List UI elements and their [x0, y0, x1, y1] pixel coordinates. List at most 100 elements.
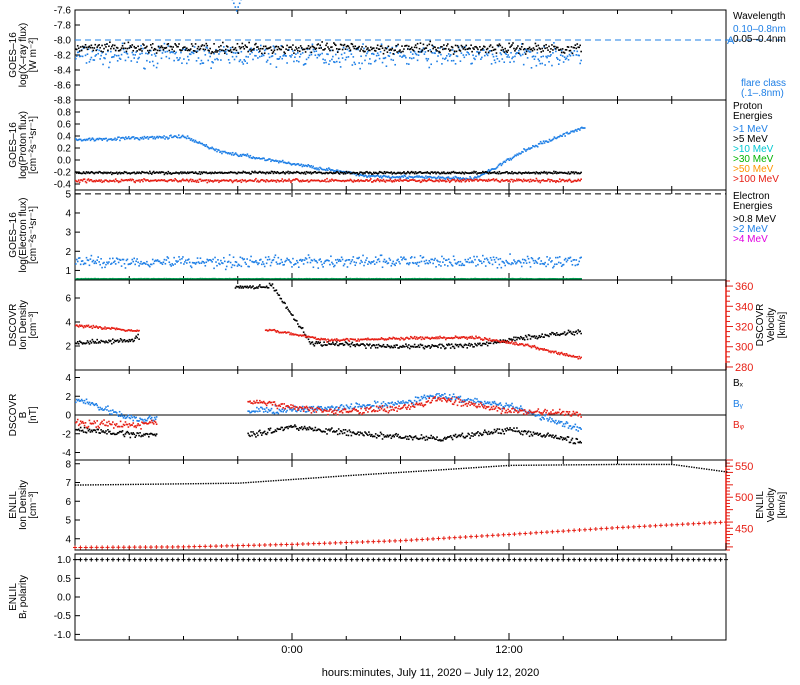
- data-point-xray: [554, 46, 556, 48]
- data-point-dscovr_b: [130, 437, 132, 439]
- data-point-dscovr_b: [314, 429, 316, 431]
- data-point-dscovr_b: [348, 435, 350, 437]
- data-point-proton: [509, 181, 511, 183]
- data-point-dscovr_b: [84, 427, 86, 429]
- data-point-proton: [498, 173, 500, 175]
- y-axis-label: [W m⁻²]: [28, 37, 39, 72]
- data-point-xray: [285, 48, 287, 50]
- data-point-xray: [496, 55, 498, 57]
- data-point-electron: [521, 266, 523, 268]
- data-point-dscovr_b: [430, 435, 432, 437]
- data-point-xray: [353, 46, 355, 48]
- data-point-proton: [84, 178, 86, 180]
- data-point-dscovr_density: [556, 332, 558, 334]
- data-point-dscovr_density: [289, 334, 291, 336]
- data-point-dscovr_b: [412, 439, 414, 441]
- data-point-xray: [455, 45, 457, 47]
- data-point-xray: [543, 45, 545, 47]
- data-point-dscovr_density: [437, 346, 439, 348]
- data-point-dscovr_density: [110, 328, 112, 330]
- data-point-xray: [508, 43, 510, 45]
- data-point-dscovr_density: [375, 347, 377, 349]
- data-point-xray: [91, 57, 93, 59]
- data-point-dscovr_density: [534, 335, 536, 337]
- data-point-proton: [515, 180, 517, 182]
- data-point-dscovr_b: [387, 434, 389, 436]
- data-point-xray: [491, 63, 493, 65]
- data-point-proton: [353, 181, 355, 183]
- data-point-electron: [270, 265, 272, 267]
- data-point-xray: [252, 59, 254, 61]
- data-point-electron: [376, 262, 378, 264]
- data-point-dscovr_density: [465, 337, 467, 339]
- data-point-dscovr_density: [475, 336, 477, 338]
- spike-point: [239, 3, 241, 5]
- data-point-dscovr_density: [527, 339, 529, 341]
- data-point-xray: [165, 51, 167, 53]
- data-point-dscovr_b: [325, 428, 327, 430]
- data-point-proton: [248, 172, 250, 174]
- data-point-xray: [335, 44, 337, 46]
- data-point-electron: [214, 257, 216, 259]
- data-point-electron: [124, 263, 126, 265]
- data-point-dscovr_density: [401, 346, 403, 348]
- data-point-dscovr_density: [541, 333, 543, 335]
- data-point-electron: [525, 260, 527, 262]
- data-point-xray: [556, 57, 558, 59]
- data-point-dscovr_density: [112, 338, 114, 340]
- data-point-electron: [416, 263, 418, 265]
- data-point-xray: [273, 51, 275, 53]
- data-point-proton: [539, 143, 541, 145]
- data-point-dscovr_density: [352, 342, 354, 344]
- data-point-xray: [292, 50, 294, 52]
- data-point-xray: [533, 47, 535, 49]
- data-point-xray: [95, 50, 97, 52]
- data-point-proton: [255, 178, 257, 180]
- data-point-proton: [310, 165, 312, 167]
- data-point-electron: [557, 257, 559, 259]
- data-point-dscovr_density: [388, 339, 390, 341]
- data-point-dscovr_density: [92, 339, 94, 341]
- data-point-proton: [277, 160, 279, 162]
- data-point-dscovr_b: [324, 431, 326, 433]
- data-point-dscovr_density: [511, 341, 513, 343]
- data-point-xray: [208, 50, 210, 52]
- data-point-xray: [249, 49, 251, 51]
- data-point-electron: [323, 262, 325, 264]
- y-tick-label: 2: [65, 342, 71, 353]
- data-point-dscovr_density: [521, 337, 523, 339]
- data-point-xray: [78, 47, 80, 49]
- data-point-xray: [105, 53, 107, 55]
- data-point-dscovr_density: [535, 337, 537, 339]
- data-point-xray: [382, 62, 384, 64]
- data-point-xray: [194, 46, 196, 48]
- data-point-xray: [99, 58, 101, 60]
- data-point-proton: [379, 181, 381, 183]
- data-point-xray: [213, 43, 215, 45]
- data-point-electron: [185, 260, 187, 262]
- data-point-dscovr_density: [443, 346, 445, 348]
- data-point-dscovr_density: [111, 343, 113, 345]
- y-tick-label: 4: [65, 373, 71, 384]
- data-point-electron: [575, 265, 577, 267]
- data-point-xray: [544, 64, 546, 66]
- data-point-dscovr_density: [342, 343, 344, 345]
- data-point-dscovr_density: [413, 346, 415, 348]
- data-point-xray: [136, 61, 138, 63]
- data-point-dscovr_b: [256, 432, 258, 434]
- data-point-electron: [359, 263, 361, 265]
- data-point-electron: [93, 260, 95, 262]
- data-point-dscovr_density: [383, 344, 385, 346]
- data-point-electron: [189, 262, 191, 264]
- data-point-proton: [282, 160, 284, 162]
- data-point-xray: [540, 56, 542, 58]
- data-point-electron: [107, 263, 109, 265]
- data-point-xray: [561, 52, 563, 54]
- data-point-xray: [311, 54, 313, 56]
- data-point-xray: [121, 54, 123, 56]
- data-point-electron: [261, 264, 263, 266]
- data-point-electron: [237, 265, 239, 267]
- data-point-dscovr_density: [257, 287, 259, 289]
- data-point-proton: [317, 167, 319, 169]
- data-point-dscovr_density: [366, 339, 368, 341]
